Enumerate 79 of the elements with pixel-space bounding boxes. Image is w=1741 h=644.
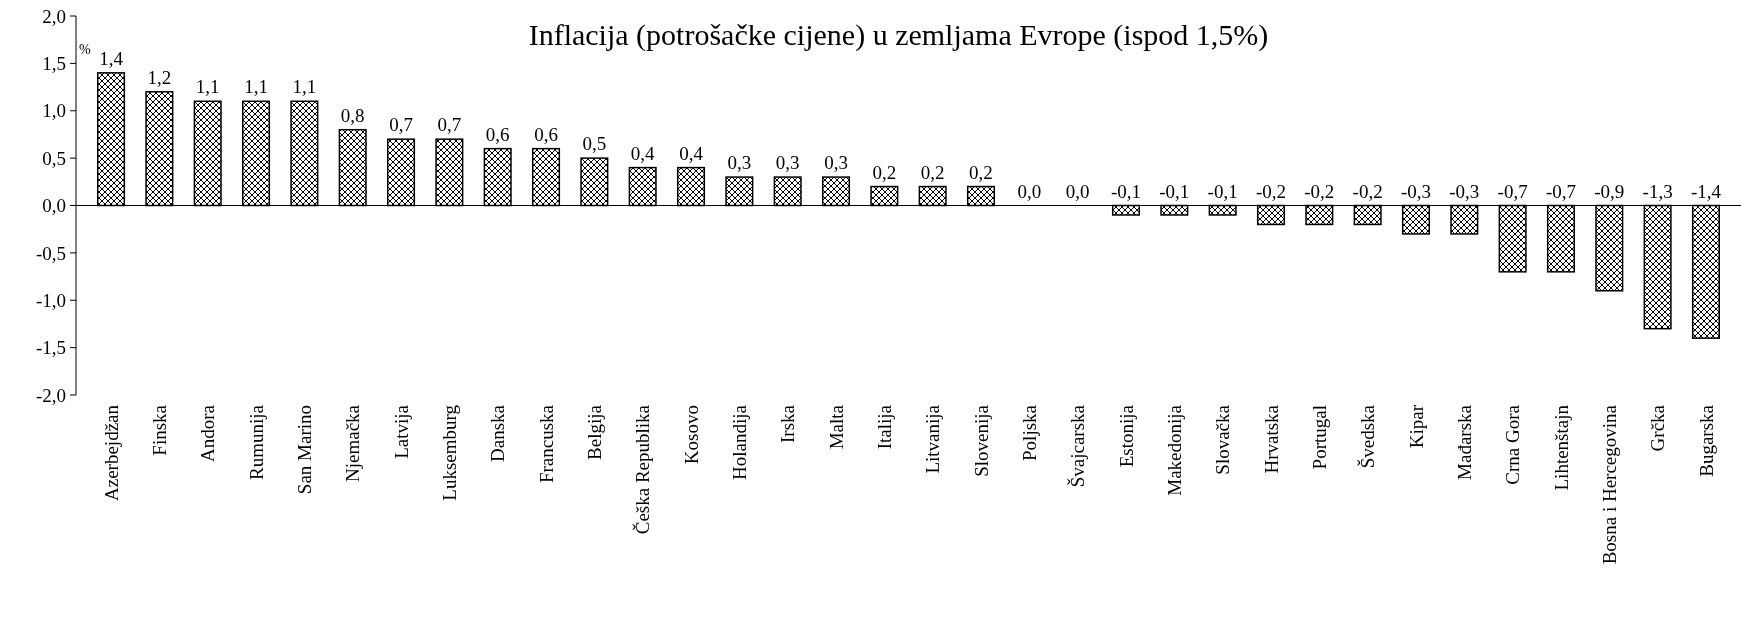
x-tick-label: Francuska — [535, 404, 557, 484]
data-label: 0,6 — [485, 123, 510, 145]
y-tick-label: -0,5 — [35, 242, 66, 264]
data-label: 0,3 — [775, 152, 800, 174]
data-label: -0,1 — [1159, 180, 1190, 202]
data-label: -0,9 — [1594, 180, 1625, 202]
x-tick-label: Grčka — [1647, 404, 1669, 452]
x-tick-label: Makedonija — [1163, 404, 1185, 496]
y-tick-label: -1,5 — [35, 337, 66, 359]
data-label: 0,0 — [1017, 180, 1042, 202]
x-tick-label: Kipar — [1405, 404, 1427, 449]
y-tick-label: 1,0 — [42, 100, 66, 122]
chart-title: Inflacija (potrošačke cijene) u zemljama Evrope (ispod 1,5%) — [528, 18, 1269, 52]
x-tick-label: Finska — [149, 404, 171, 456]
x-tick-label: Estonija — [1115, 404, 1137, 468]
data-label: -0,1 — [1110, 180, 1142, 202]
data-label: 1,1 — [292, 76, 317, 98]
data-label: 0,0 — [1065, 180, 1090, 202]
x-tick-label: Hrvatska — [1260, 404, 1282, 474]
data-label: 1,4 — [99, 47, 124, 69]
data-label: 0,5 — [582, 133, 607, 155]
x-tick-label: Švedska — [1357, 404, 1379, 469]
data-label: -0,2 — [1304, 180, 1335, 202]
x-tick-label: Kosovo — [680, 405, 702, 465]
x-tick-label: Švajcarska — [1067, 404, 1089, 488]
x-tick-label: Slovačka — [1212, 404, 1234, 475]
data-label: 0,6 — [534, 123, 558, 145]
x-tick-label: Azerbejdžan — [100, 404, 122, 501]
x-tick-label: Poljska — [1018, 404, 1040, 461]
x-tick-label: Bugarska — [1695, 404, 1717, 477]
x-tick-label: Latvija — [390, 404, 412, 459]
data-label: -1,3 — [1642, 180, 1673, 202]
data-label: 0,7 — [437, 114, 462, 136]
x-tick-label: Irska — [777, 404, 799, 443]
data-label: 0,4 — [630, 142, 656, 164]
x-tick-label: Malta — [825, 404, 847, 450]
data-label: 0,2 — [969, 161, 993, 183]
y-tick-label: 0,5 — [42, 147, 66, 169]
data-label: 0,3 — [727, 152, 752, 174]
data-label: 1,1 — [244, 76, 268, 98]
x-tick-label: Mađarska — [1453, 404, 1475, 480]
x-tick-label: Njemačka — [342, 404, 364, 483]
data-label: 0,7 — [389, 114, 413, 136]
data-label: 0,3 — [824, 152, 848, 174]
x-tick-label: Slovenija — [970, 404, 992, 477]
data-label: -0,2 — [1352, 180, 1383, 202]
y-tick-label: 2,0 — [42, 5, 66, 27]
x-tick-label: San Marino — [294, 405, 316, 495]
data-label: 0,2 — [920, 161, 945, 183]
data-label: -0,7 — [1545, 180, 1577, 202]
data-label: 0,2 — [872, 161, 897, 183]
y-tick-label: -1,0 — [35, 289, 66, 311]
x-tick-label: Andora — [197, 404, 219, 462]
data-label: 0,4 — [679, 142, 704, 164]
data-label: 1,2 — [147, 66, 172, 88]
x-tick-label: Italija — [873, 404, 895, 450]
data-label: 0,8 — [340, 104, 365, 126]
x-tick-label: Litvanija — [922, 404, 944, 474]
y-tick-label: 1,5 — [42, 53, 66, 75]
data-label: -0,2 — [1255, 180, 1287, 202]
x-tick-label: Crna Gora — [1502, 404, 1524, 485]
x-tick-label: Bosna i Hercegovina — [1598, 404, 1620, 565]
y-tick-label: -2,0 — [35, 384, 66, 406]
data-label: -0,3 — [1449, 180, 1480, 202]
x-tick-label: Portugal — [1308, 405, 1330, 470]
x-tick-label: Češka Republika — [632, 404, 654, 535]
x-tick-label: Belgija — [584, 404, 605, 460]
x-tick-label: Luksemburg — [439, 404, 461, 501]
x-tick-label: Holandija — [728, 404, 750, 480]
data-label: 1,1 — [195, 76, 220, 98]
x-tick-label: Rumunija — [245, 404, 267, 480]
data-label: -0,7 — [1497, 180, 1528, 202]
y-axis-title: % — [79, 42, 91, 57]
data-label: -0,1 — [1207, 180, 1238, 202]
data-label: -0,3 — [1400, 180, 1432, 202]
x-tick-label: Danska — [487, 404, 509, 462]
y-tick-label: 0,0 — [42, 195, 66, 217]
x-tick-label: Lihtenštajn — [1550, 404, 1572, 491]
data-label: -1,4 — [1690, 180, 1722, 202]
